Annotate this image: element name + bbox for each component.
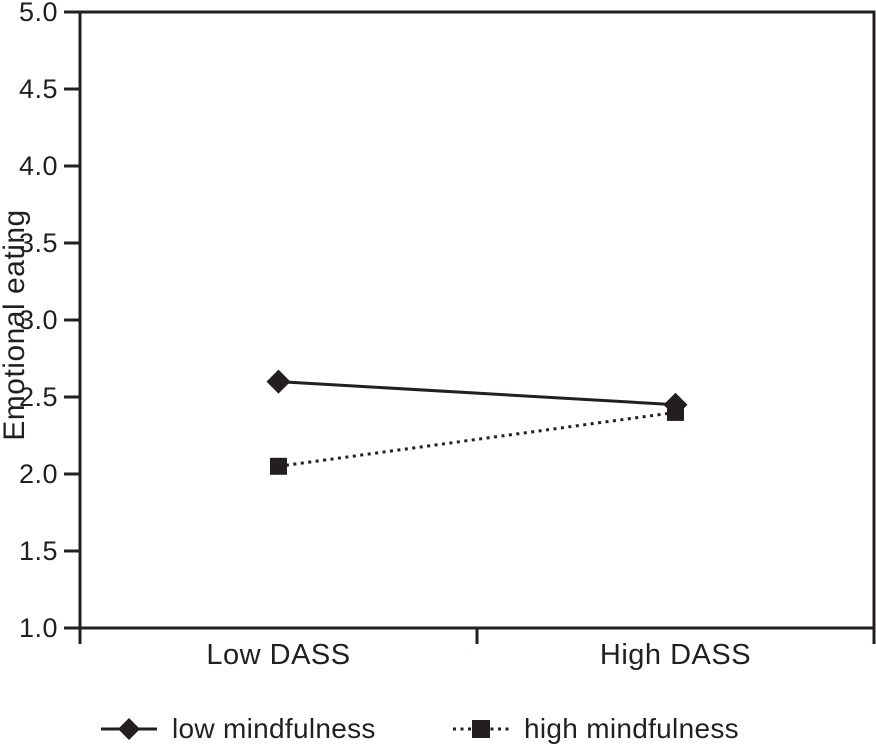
y-tick-label: 5.0 — [18, 0, 58, 27]
y-tick-label: 1.5 — [18, 536, 58, 566]
legend-item-high-mindfulness: high mindfulness — [452, 710, 739, 748]
marker-square — [270, 457, 287, 475]
x-axis-category-label: Low DASS — [206, 639, 351, 671]
y-tick-label: 4.5 — [18, 74, 58, 104]
plot-frame — [78, 10, 876, 630]
series-line-low-mindfulness — [278, 380, 676, 407]
legend-item-low-mindfulness: low mindfulness — [100, 710, 376, 748]
x-axis-category-label: High DASS — [599, 639, 752, 671]
legend-marker-dotted-square-icon — [453, 720, 509, 738]
legend-label-high-mindfulness: high mindfulness — [524, 713, 739, 744]
series-line-high-mindfulness — [278, 410, 676, 468]
y-tick-label: 1.0 — [18, 613, 58, 643]
y-tick-label: 4.0 — [18, 151, 58, 181]
y-tick-label: 2.0 — [18, 459, 58, 489]
legend-marker-solid-diamond-icon — [101, 718, 157, 740]
y-tick-label: 3.5 — [18, 228, 58, 258]
y-tick-label: 2.5 — [18, 382, 58, 412]
marker-diamond — [266, 369, 291, 394]
legend-label-low-mindfulness: low mindfulness — [172, 713, 376, 744]
marker-square — [667, 403, 684, 421]
y-tick-label: 3.0 — [18, 305, 58, 335]
